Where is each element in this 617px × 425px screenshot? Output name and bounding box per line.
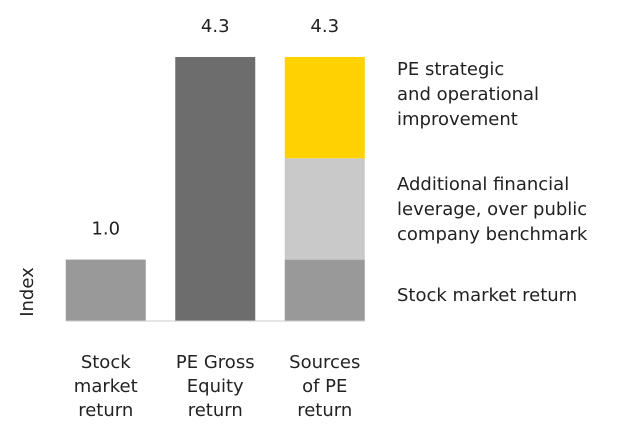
bar-segment: [284, 56, 365, 159]
total-label: 1.0: [91, 219, 120, 240]
total-label: 4.3: [201, 16, 230, 37]
legend-label: leverage, over public: [397, 199, 587, 220]
total-label: 4.3: [310, 16, 339, 37]
legend-label: Additional financial: [397, 174, 569, 195]
legend-label: and operational: [397, 84, 539, 105]
x-tick-label: Stock: [81, 352, 131, 373]
x-tick-label: of PE: [302, 376, 347, 397]
legend-label: company benchmark: [397, 224, 588, 245]
bar-segment: [284, 158, 365, 260]
x-tick-label: Equity: [187, 376, 244, 397]
bar-segment: [65, 259, 146, 321]
legend-label: improvement: [397, 109, 518, 130]
x-tick-label: return: [78, 400, 133, 421]
legend-label: PE strategic: [397, 59, 504, 80]
legend-label: Stock market return: [397, 285, 577, 306]
bar-segment: [284, 259, 365, 321]
y-axis-label: Index: [17, 267, 38, 317]
x-tick-label: Sources: [289, 352, 360, 373]
bar-segment: [175, 56, 256, 321]
x-tick-label: return: [188, 400, 243, 421]
x-tick-label: market: [74, 376, 138, 397]
x-tick-label: PE Gross: [176, 352, 255, 373]
x-tick-label: return: [297, 400, 352, 421]
